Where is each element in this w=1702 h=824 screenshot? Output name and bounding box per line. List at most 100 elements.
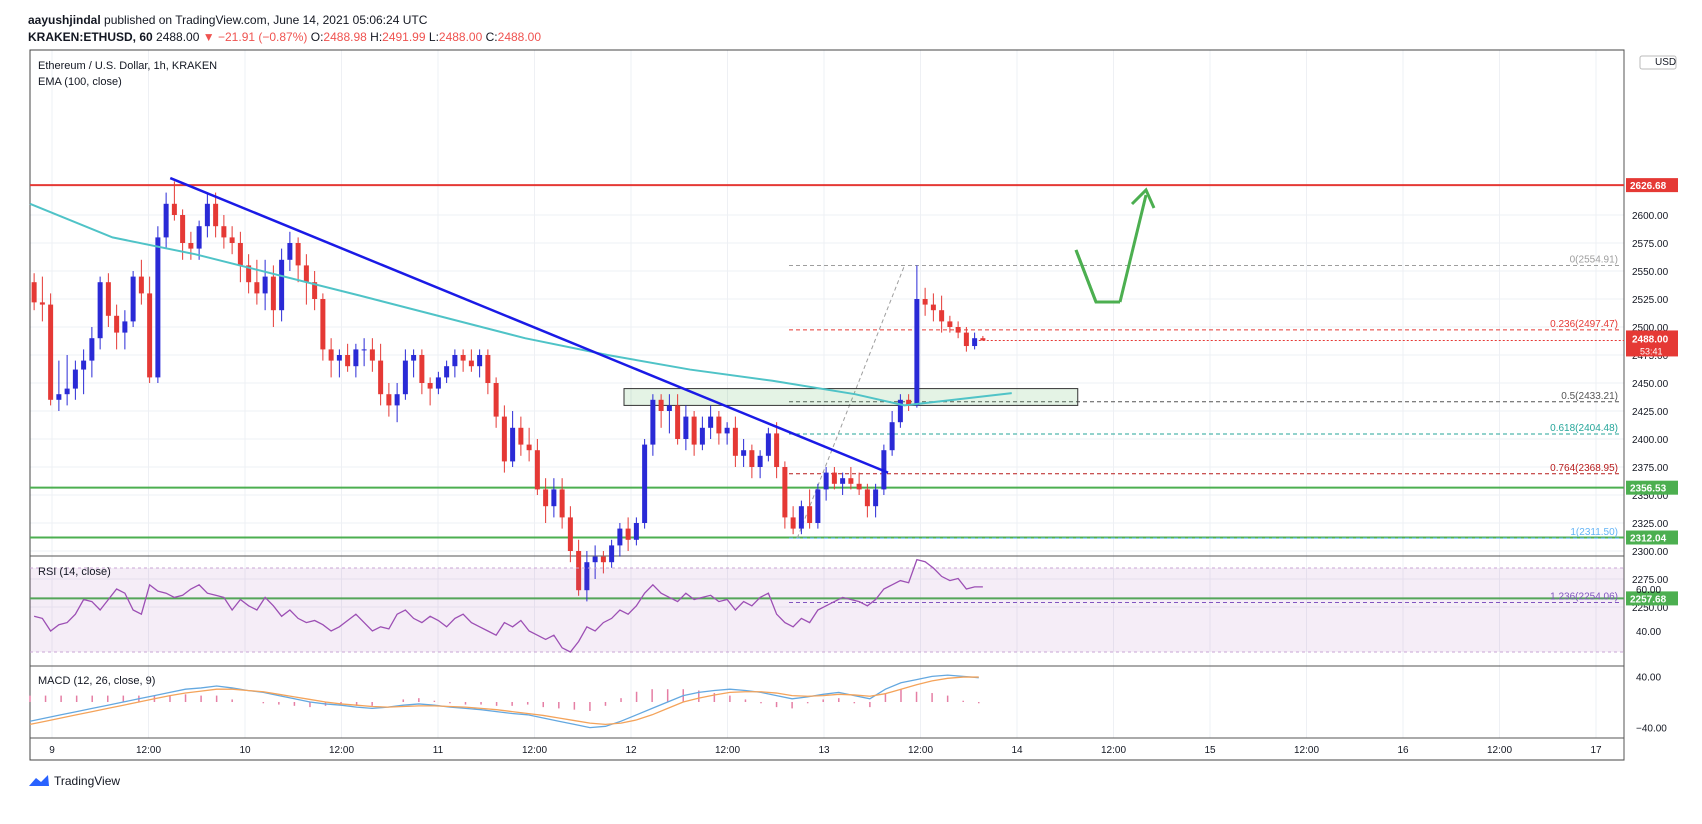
- level-tag-label: 2312.04: [1630, 534, 1667, 545]
- candle-body: [584, 562, 590, 591]
- candle-body: [501, 416, 507, 462]
- candle-body: [254, 282, 260, 294]
- candle-body: [493, 383, 499, 417]
- price-tick-label: 2250.00: [1632, 603, 1669, 614]
- candle-body: [823, 472, 829, 490]
- candle-body: [592, 556, 598, 563]
- candle-body: [295, 243, 301, 266]
- currency-box: [1639, 55, 1677, 70]
- time-tick-label: 9: [49, 745, 55, 756]
- publish-info: aayushjindal published on TradingView.co…: [28, 13, 427, 27]
- time-tick-label: 17: [1590, 745, 1602, 756]
- candle-body: [130, 276, 136, 322]
- rsi-pane: [30, 558, 1624, 653]
- macd-signal-line: [29, 676, 979, 726]
- candle-body: [328, 349, 334, 361]
- candle-body: [262, 276, 268, 294]
- candle-body: [114, 315, 120, 333]
- candle-body: [534, 450, 540, 490]
- low-value: 2488.00: [438, 30, 483, 44]
- tradingview-brand[interactable]: TradingView: [28, 774, 120, 788]
- candle-body: [526, 444, 532, 451]
- candle-body: [947, 321, 953, 327]
- candle-body: [97, 282, 103, 339]
- candle-body: [213, 203, 219, 227]
- candle-body: [180, 215, 186, 243]
- price-tick-label: 2350.00: [1632, 491, 1669, 502]
- rsi-tick-label: 40.00: [1636, 627, 1661, 638]
- fib-level-label: 0.764(2368.95): [1550, 463, 1618, 474]
- publish-text: published on TradingView.com, June 14, 2…: [100, 13, 428, 27]
- current-price-label: 2488.00: [1632, 334, 1669, 345]
- time-tick-label: 12:00: [1101, 745, 1126, 756]
- time-tick-label: 12:00: [1294, 745, 1319, 756]
- candle-body: [452, 355, 458, 367]
- last-price: 2488.00: [156, 30, 200, 44]
- candle-body: [105, 282, 111, 316]
- candle-body: [567, 517, 573, 551]
- candle-body: [609, 545, 615, 563]
- candle-body: [81, 360, 87, 370]
- fib-level-label: 1.236(2254.06): [1550, 591, 1618, 602]
- legend-title: Ethereum / U.S. Dollar, 1h, KRAKEN: [38, 60, 217, 72]
- candle-body: [171, 203, 177, 215]
- time-tick-label: 12: [625, 745, 637, 756]
- open-value: 2488.98: [323, 30, 367, 44]
- candle-body: [188, 243, 194, 249]
- candle-body: [427, 383, 433, 389]
- level-tag-support: [1626, 591, 1678, 606]
- support-zone-box: [623, 388, 1079, 406]
- candle-body: [749, 450, 755, 467]
- candle-body: [56, 394, 62, 400]
- candle-body: [683, 416, 689, 439]
- candle-body: [980, 338, 986, 341]
- fib-level-label: 0.236(2497.47): [1550, 319, 1618, 330]
- candle-body: [369, 349, 375, 361]
- candle-body: [625, 528, 631, 540]
- price-tick-label: 2275.00: [1632, 575, 1669, 586]
- time-tick-label: 11: [433, 745, 444, 756]
- level-tag-label: 2356.53: [1630, 484, 1667, 495]
- candle-body: [270, 276, 276, 311]
- candle-body: [279, 259, 285, 311]
- time-tick-label: 10: [239, 745, 251, 756]
- candle-body: [864, 489, 870, 507]
- candle-body: [237, 243, 243, 266]
- candle-body: [163, 203, 169, 238]
- candle-body: [650, 399, 656, 445]
- candle-body: [196, 226, 202, 249]
- candle-body: [765, 433, 771, 456]
- ema-line: [29, 202, 1012, 407]
- candle-body: [840, 478, 846, 484]
- arrow-head-icon: [1130, 187, 1156, 209]
- overlays-front: [29, 176, 1624, 474]
- candle-body: [831, 472, 837, 484]
- candle-body: [221, 226, 227, 238]
- candle-body: [732, 427, 738, 456]
- candle-body: [972, 338, 978, 347]
- candle-body: [39, 302, 45, 305]
- open-label: O:: [310, 30, 324, 44]
- low-label: L:: [428, 30, 439, 44]
- candle-body: [600, 556, 606, 563]
- candle-body: [741, 450, 747, 456]
- candle-body: [724, 427, 730, 434]
- candle-body: [658, 399, 664, 411]
- projection-up-arrow: [1118, 194, 1148, 303]
- author-name[interactable]: aayushjindal: [28, 13, 101, 27]
- candle-body: [353, 349, 359, 367]
- fib-level-label: 0.618(2404.48): [1550, 423, 1618, 434]
- candle-body: [848, 478, 854, 484]
- candle-body: [559, 489, 565, 518]
- level-tag-label: 2257.68: [1630, 594, 1667, 605]
- close-label: C:: [485, 30, 498, 44]
- candle-body: [411, 355, 417, 361]
- level-tag-label: 2626.68: [1630, 181, 1667, 192]
- candle-body: [31, 282, 37, 303]
- candle-body: [510, 427, 516, 462]
- candle-body: [402, 360, 408, 395]
- candle-body: [320, 299, 326, 350]
- close-value: 2488.00: [497, 30, 542, 44]
- time-tick-label: 14: [1011, 745, 1023, 756]
